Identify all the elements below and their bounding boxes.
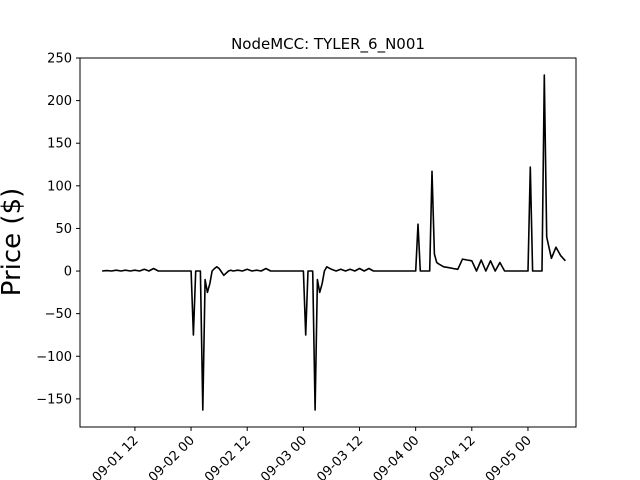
y-tick-label: −150 <box>36 392 72 407</box>
y-tick-label: 150 <box>47 137 72 152</box>
chart-title: NodeMCC: TYLER_6_N001 <box>231 35 425 54</box>
y-tick-label: 50 <box>55 222 72 237</box>
y-tick-label: −50 <box>45 307 72 322</box>
series-line <box>102 74 566 411</box>
y-tick-label: 100 <box>47 179 72 194</box>
plot-area-frame <box>79 57 577 428</box>
y-tick-label: 0 <box>64 265 72 280</box>
y-tick-label: −100 <box>36 350 72 365</box>
y-axis-label: Price ($) <box>0 188 27 297</box>
y-axis-ticks: −150 −100 −50 0 50 100 150 200 250 <box>36 52 80 407</box>
y-tick-label: 200 <box>47 94 72 109</box>
y-tick-label: 250 <box>47 52 72 67</box>
